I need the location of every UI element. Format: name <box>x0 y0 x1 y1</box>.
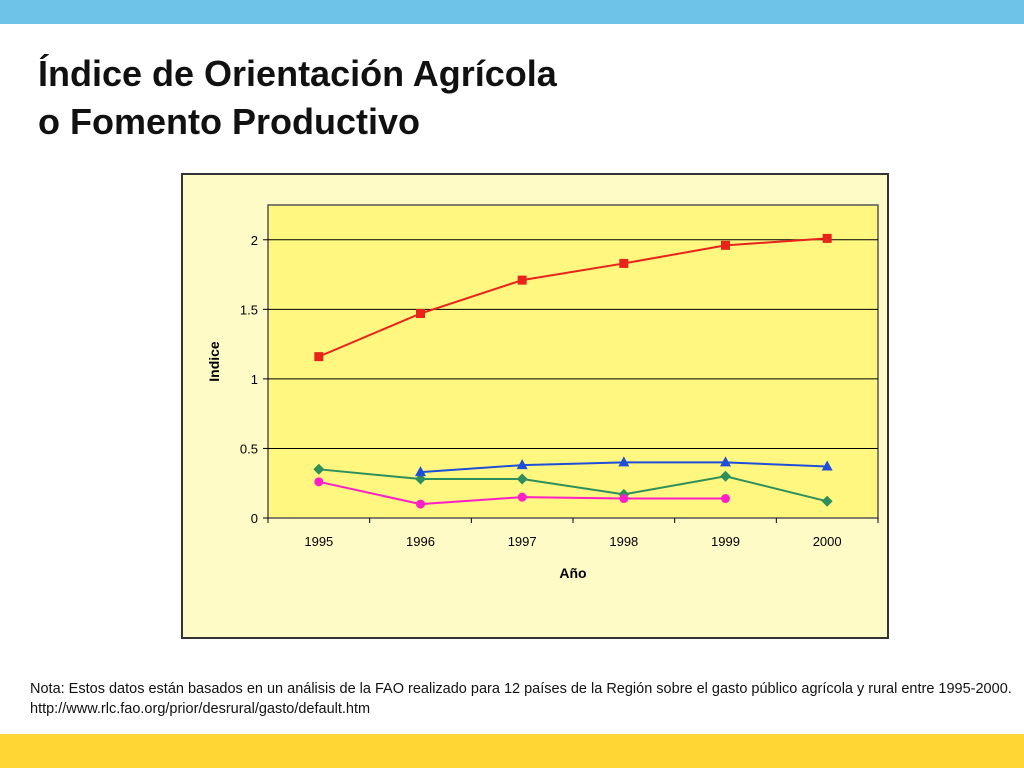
series-1-point <box>517 275 527 285</box>
series-2-point <box>821 495 833 507</box>
x-tick-label: 1997 <box>508 534 537 549</box>
series-1-line <box>318 237 828 358</box>
series-2-point <box>313 463 325 475</box>
series-4-point <box>721 494 730 504</box>
slide-title: Índice de Orientación Agrícola o Fomento… <box>38 50 557 146</box>
series-2-point <box>415 473 426 485</box>
y-tick-label: 1.5 <box>240 302 258 317</box>
x-tick-label: 1999 <box>711 534 740 549</box>
series-3-point <box>720 456 731 467</box>
plot-area <box>267 204 879 519</box>
x-tick-label: 1995 <box>304 534 333 549</box>
y-axis-label: Indice <box>206 341 222 382</box>
x-tick-label: 1998 <box>609 534 638 549</box>
series-3-point <box>516 459 528 470</box>
title-line-1: Índice de Orientación Agrícola <box>38 53 557 94</box>
series-1-point <box>416 309 425 319</box>
series-1-point <box>822 233 832 243</box>
title-line-2: o Fomento Productivo <box>38 101 420 142</box>
chart-area: 0 0.5 1 1.5 2 1995 1996 1997 1998 1999 2000 Año Indi… <box>181 173 889 639</box>
y-tick-label: 0 <box>251 511 258 526</box>
series-2-line <box>318 468 828 503</box>
series-4-point <box>619 494 629 504</box>
top-color-band <box>0 0 1024 24</box>
series-2-point <box>516 473 528 485</box>
y-tick-label: 0.5 <box>240 441 258 456</box>
series-1-point <box>619 258 629 268</box>
series-3-point <box>415 466 426 477</box>
series-4-point <box>416 499 425 509</box>
series-4-point <box>517 492 527 502</box>
x-tick-label: 1996 <box>406 534 435 549</box>
series-1-point <box>314 352 324 362</box>
series-3-point <box>821 460 833 471</box>
y-tick-label: 1 <box>251 372 258 387</box>
series-1-point <box>721 240 730 250</box>
bottom-color-band <box>0 734 1024 768</box>
line-chart: 0 0.5 1 1.5 2 1995 1996 1997 1998 1999 2000 Año Indi… <box>206 204 879 581</box>
footnote: Nota: Estos datos están basados en un an… <box>30 681 1012 717</box>
y-tick-label: 2 <box>251 233 258 248</box>
x-axis-label: Año <box>559 565 586 581</box>
series-2-point <box>720 470 731 482</box>
series-3-point <box>618 456 630 467</box>
x-tick-label: 2000 <box>813 534 842 549</box>
series-4-point <box>314 477 324 487</box>
